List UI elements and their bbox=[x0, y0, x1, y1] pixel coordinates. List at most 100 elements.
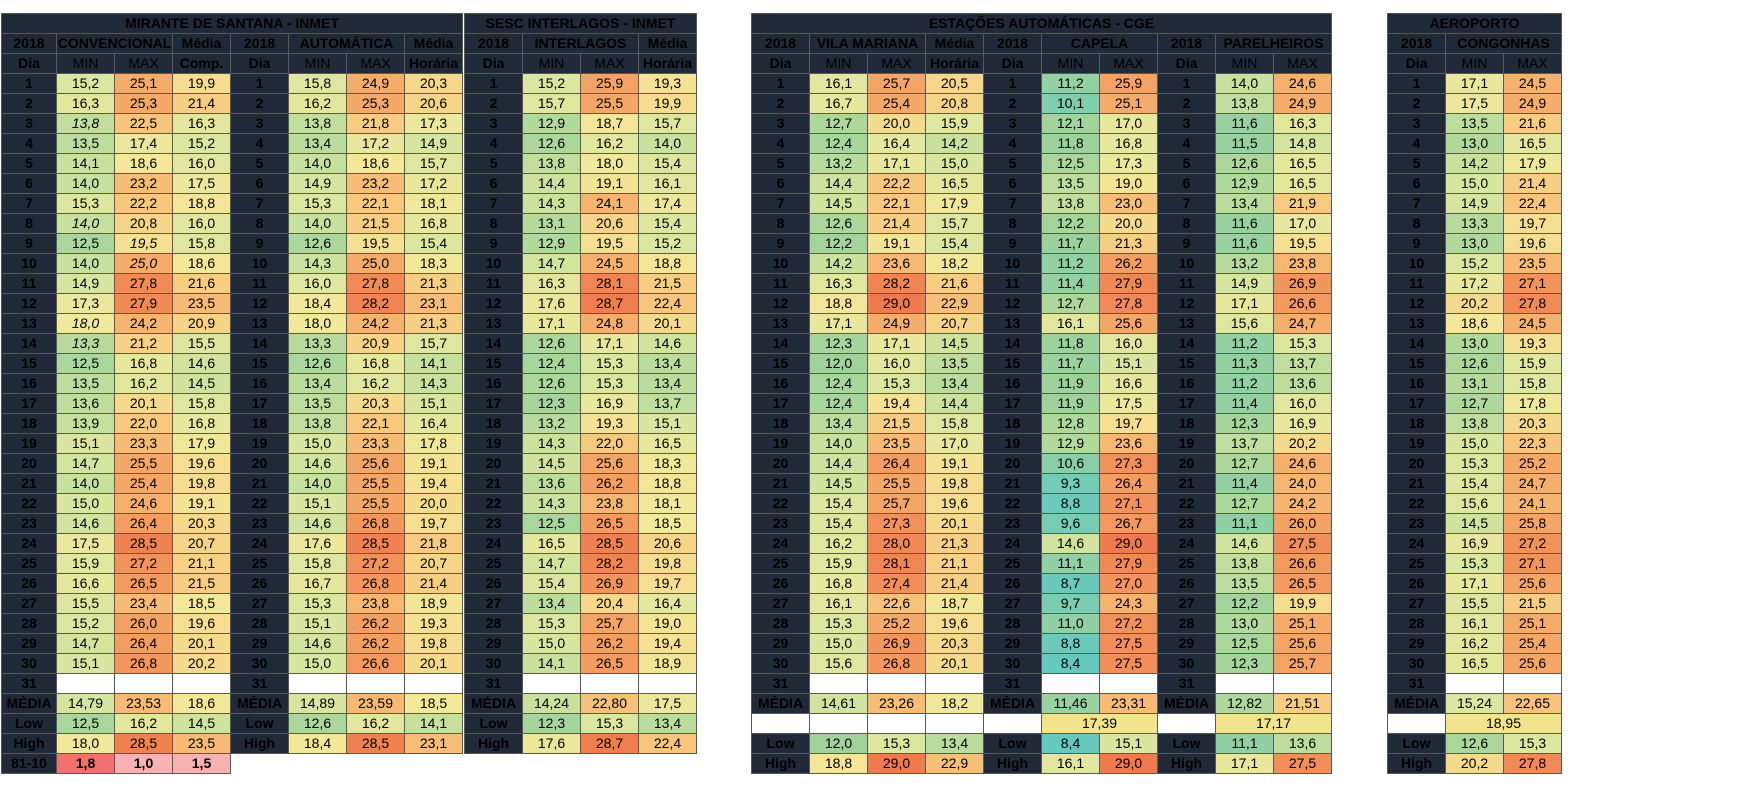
day-max-cell bbox=[1099, 673, 1158, 694]
day-mean-cell: 15,1 bbox=[638, 413, 697, 434]
day-mean-cell: 20,1 bbox=[925, 513, 984, 534]
day-min-cell: 12,9 bbox=[1215, 173, 1274, 194]
mean-label: MÉDIA bbox=[983, 693, 1042, 714]
day-number: 2 bbox=[1, 93, 57, 114]
day-max-cell: 26,5 bbox=[1273, 573, 1332, 594]
day-number: 5 bbox=[751, 153, 810, 174]
day-number: 23 bbox=[1, 513, 57, 534]
day-mean-cell: 19,6 bbox=[925, 613, 984, 634]
day-max-cell: 28,2 bbox=[580, 553, 639, 574]
day-mean-cell: 14,5 bbox=[172, 373, 231, 394]
day-min-cell: 18,8 bbox=[809, 293, 868, 314]
day-mean-cell: 18,1 bbox=[638, 493, 697, 514]
day-max-cell: 26,2 bbox=[1099, 253, 1158, 274]
day-min-cell: 14,0 bbox=[1215, 73, 1274, 94]
day-min-cell: 12,7 bbox=[1445, 393, 1504, 414]
day-max-cell: 16,8 bbox=[1099, 133, 1158, 154]
day-min-cell: 11,5 bbox=[1215, 133, 1274, 154]
day-min-cell: 13,4 bbox=[1215, 193, 1274, 214]
day-number: 8 bbox=[230, 213, 289, 234]
day-number: 11 bbox=[1157, 273, 1216, 294]
day-number: 31 bbox=[1387, 673, 1446, 694]
day-max-cell: 15,3 bbox=[580, 373, 639, 394]
day-number: 13 bbox=[983, 313, 1042, 334]
day-number: 24 bbox=[751, 533, 810, 554]
day-max-cell: 26,0 bbox=[1273, 513, 1332, 534]
day-max-cell: 27,1 bbox=[1099, 493, 1158, 514]
low-value: 15,3 bbox=[867, 733, 926, 754]
day-max-cell: 15,3 bbox=[1273, 333, 1332, 354]
day-mean-cell: 19,8 bbox=[925, 473, 984, 494]
day-mean-cell: 21,5 bbox=[172, 573, 231, 594]
day-mean-cell: 18,5 bbox=[638, 513, 697, 534]
day-max-cell: 25,7 bbox=[580, 613, 639, 634]
day-number: 16 bbox=[1157, 373, 1216, 394]
day-number: 30 bbox=[464, 653, 523, 674]
day-max-cell: 20,1 bbox=[114, 393, 173, 414]
day-min-cell: 15,1 bbox=[56, 433, 115, 454]
day-mean-cell: 20,6 bbox=[638, 533, 697, 554]
day-min-cell: 18,6 bbox=[1445, 313, 1504, 334]
anomaly-value: 1,5 bbox=[172, 753, 231, 774]
day-mean-cell: 23,5 bbox=[172, 293, 231, 314]
day-number: 26 bbox=[751, 573, 810, 594]
day-number: 24 bbox=[1, 533, 57, 554]
day-max-cell: 27,0 bbox=[1099, 573, 1158, 594]
day-number: 26 bbox=[230, 573, 289, 594]
day-min-cell: 13,3 bbox=[288, 333, 347, 354]
day-mean-cell: 19,4 bbox=[638, 633, 697, 654]
day-max-cell: 26,7 bbox=[1099, 513, 1158, 534]
day-min-cell: 17,1 bbox=[522, 313, 581, 334]
day-number: 11 bbox=[230, 273, 289, 294]
mean-label: MÉDIA bbox=[464, 693, 523, 714]
day-max-cell: 20,3 bbox=[346, 393, 405, 414]
day-number: 22 bbox=[983, 493, 1042, 514]
day-max-cell: 23,8 bbox=[1273, 253, 1332, 274]
day-number: 18 bbox=[230, 413, 289, 434]
day-min-cell: 16,0 bbox=[288, 273, 347, 294]
mean-value: 11,46 bbox=[1041, 693, 1100, 714]
day-mean-cell: 19,3 bbox=[404, 613, 463, 634]
day-max-cell: 26,8 bbox=[346, 573, 405, 594]
day-max-cell: 24,7 bbox=[1273, 313, 1332, 334]
high-value: 29,0 bbox=[1099, 753, 1158, 774]
day-max-cell: 23,6 bbox=[1099, 433, 1158, 454]
day-min-cell: 14,9 bbox=[56, 273, 115, 294]
day-mean-cell: 15,8 bbox=[925, 413, 984, 434]
day-mean-cell: 16,5 bbox=[638, 433, 697, 454]
day-mean-cell: 16,0 bbox=[172, 213, 231, 234]
day-min-cell: 13,5 bbox=[56, 373, 115, 394]
day-max-cell: 25,6 bbox=[1099, 313, 1158, 334]
day-min-cell: 14,7 bbox=[522, 553, 581, 574]
day-max-cell: 24,6 bbox=[114, 493, 173, 514]
day-max-cell: 25,0 bbox=[114, 253, 173, 274]
day-max-cell: 26,2 bbox=[580, 473, 639, 494]
block-title: MIRANTE DE SANTANA - INMET bbox=[1, 13, 463, 34]
day-number: 19 bbox=[230, 433, 289, 454]
min-header: MIN bbox=[1445, 53, 1504, 74]
day-min-cell: 16,3 bbox=[56, 93, 115, 114]
day-min-cell: 8,4 bbox=[1041, 653, 1100, 674]
day-number: 17 bbox=[230, 393, 289, 414]
day-mean-cell: 19,9 bbox=[172, 73, 231, 94]
day-number: 1 bbox=[1, 73, 57, 94]
day-mean-cell: 15,2 bbox=[638, 233, 697, 254]
day-max-cell: 19,5 bbox=[1273, 233, 1332, 254]
day-number: 10 bbox=[751, 253, 810, 274]
day-max-cell: 24,5 bbox=[1503, 73, 1562, 94]
day-number: 4 bbox=[1, 133, 57, 154]
day-max-cell: 17,1 bbox=[867, 333, 926, 354]
day-number: 25 bbox=[1157, 553, 1216, 574]
day-min-cell: 18,0 bbox=[288, 313, 347, 334]
day-min-cell: 12,6 bbox=[522, 133, 581, 154]
day-number: 5 bbox=[1387, 153, 1446, 174]
day-number: 8 bbox=[464, 213, 523, 234]
day-min-cell: 11,2 bbox=[1215, 373, 1274, 394]
day-mean-cell: 18,8 bbox=[172, 193, 231, 214]
day-number: 23 bbox=[983, 513, 1042, 534]
day-mean-cell: 14,9 bbox=[404, 133, 463, 154]
day-max-cell: 23,2 bbox=[346, 173, 405, 194]
day-max-cell: 25,5 bbox=[346, 473, 405, 494]
low-value: 15,1 bbox=[1099, 733, 1158, 754]
day-min-cell bbox=[288, 673, 347, 694]
